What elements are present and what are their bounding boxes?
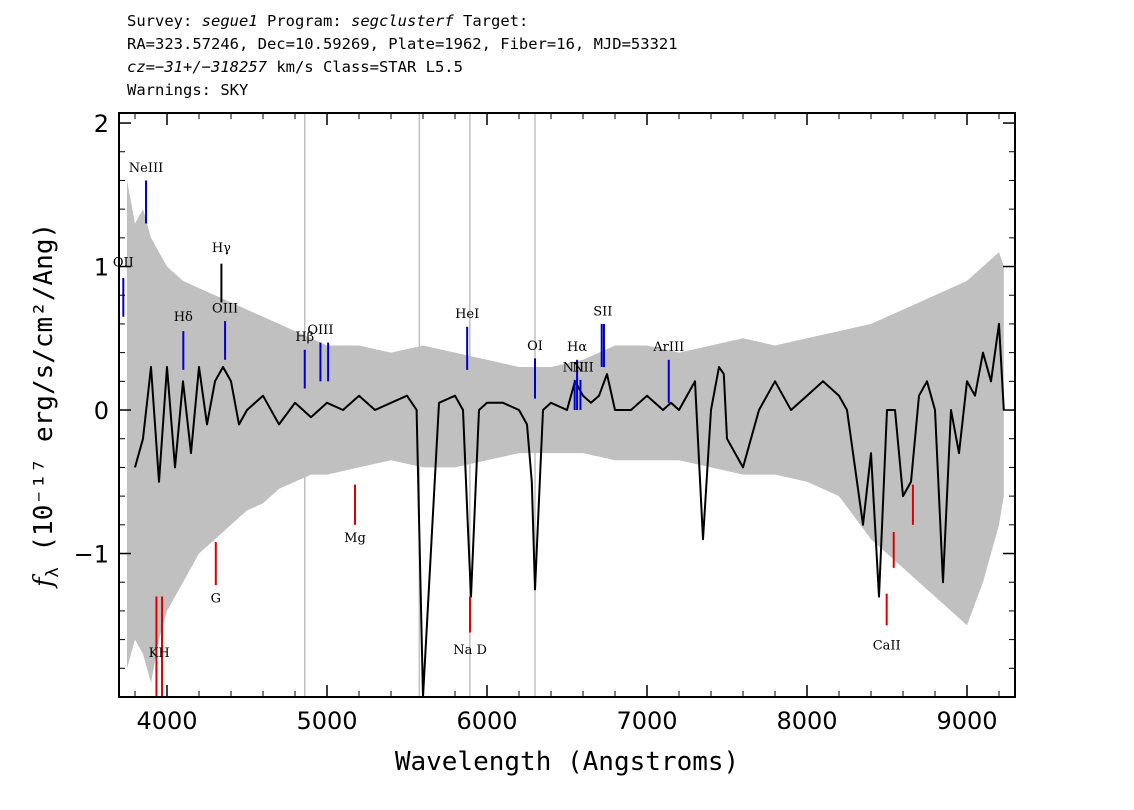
line-label: SII — [593, 304, 612, 319]
survey-label: Survey: — [127, 12, 193, 30]
line-label: HeI — [455, 307, 479, 322]
survey-value: segue1 — [201, 12, 258, 30]
x-axis-title: Wavelength (Angstroms) — [395, 747, 739, 777]
axis-ticks: 4000 5000 6000 7000 8000 9000 −1 0 1 2 — [74, 110, 1015, 735]
line-label: Hα — [567, 340, 587, 355]
x-tick-label: 8000 — [776, 707, 837, 735]
line-label: Mg — [344, 531, 366, 546]
target-label: Target: — [463, 12, 529, 30]
y-tick-label: 0 — [94, 397, 109, 425]
line-label: OIII — [307, 323, 333, 338]
error-band — [127, 180, 1004, 683]
y-axis-units-text: (10⁻¹⁷ erg/s/cm²/Ang) — [29, 223, 59, 552]
line-label: Hβ — [295, 330, 314, 345]
program-value: segclusterf — [351, 12, 454, 30]
line-label: NeIII — [129, 161, 163, 176]
flux-line-layer — [134, 322, 1005, 697]
header-line-survey: Survey: segue1 Program: segclusterf Targ… — [127, 10, 678, 33]
line-label: NII — [572, 360, 594, 375]
y-tick-label: 1 — [94, 254, 109, 282]
line-label: G — [211, 591, 221, 606]
line-label: KH — [149, 646, 170, 661]
spectrum-header: Survey: segue1 Program: segclusterf Targ… — [127, 10, 678, 102]
line-label: CaII — [873, 639, 901, 654]
y-tick-label: 2 — [94, 110, 109, 138]
x-tick-label: 9000 — [936, 707, 997, 735]
plot-frame — [118, 112, 1016, 698]
line-label: Na D — [453, 643, 487, 658]
header-line-redshift: cz=−31+/−318257 km/s Class=STAR L5.5 — [127, 56, 678, 79]
y-axis-title: fλ (10⁻¹⁷ erg/s/cm²/Ang) — [29, 223, 63, 589]
line-label: NII — [563, 360, 585, 375]
y-axis-units — [29, 552, 59, 568]
x-tick-label: 7000 — [616, 707, 677, 735]
line-label: Hδ — [174, 310, 193, 325]
line-label: Hγ — [212, 241, 231, 256]
program-label: Program: — [267, 12, 342, 30]
line-label: OIII — [212, 301, 238, 316]
flux-line — [134, 322, 1005, 697]
y-tick-label: −1 — [74, 541, 109, 569]
header-line-coordinates: RA=323.57246, Dec=10.59269, Plate=1962, … — [127, 35, 678, 53]
redshift-value: cz=−31+/−318257 — [127, 58, 267, 76]
header-line-warnings: Warnings: SKY — [127, 81, 249, 99]
x-tick-label: 4000 — [136, 707, 197, 735]
x-tick-label: 5000 — [296, 707, 357, 735]
x-tick-label: 6000 — [456, 707, 517, 735]
class-info: km/s Class=STAR L5.5 — [266, 58, 463, 76]
error-band-layer — [127, 113, 1004, 697]
line-label: OI — [527, 339, 543, 354]
line-label: ArIII — [652, 340, 684, 355]
y-axis-subscript: λ — [43, 567, 63, 577]
line-label: OII — [113, 256, 134, 271]
